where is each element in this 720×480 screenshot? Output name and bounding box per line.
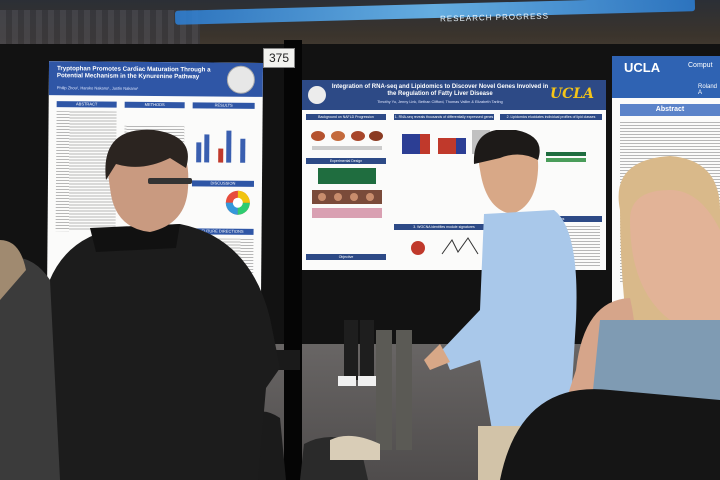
section-heading: RESULTS — [192, 102, 255, 109]
university-seal-icon — [226, 65, 256, 94]
attendee-black-jacket — [40, 129, 280, 480]
section-heading: ABSTRACT — [56, 101, 117, 108]
wgcna-module-figure — [411, 237, 479, 255]
pie-chart-figure — [225, 190, 250, 215]
poster-tryptophan: Tryptophan Promotes Cardiac Maturation T… — [46, 61, 264, 301]
section-heading: Objective — [306, 254, 386, 260]
experimental-design-figure — [312, 168, 382, 218]
poster-header: Tryptophan Promotes Cardiac Maturation T… — [48, 61, 264, 97]
poster-authors: Philip Zhou¹, Haruko Nakano¹, Justin Nak… — [56, 85, 139, 91]
board-number-tag: 375 — [263, 48, 295, 68]
poster-title: Tryptophan Promotes Cardiac Maturation T… — [56, 65, 211, 81]
section-heading: METHODS — [124, 101, 185, 109]
poster-authors: Timothy Yu, Jenny Link, Bethan Clifford,… — [377, 100, 503, 104]
poster-header: Integration of RNA-seq and Lipidomics to… — [302, 80, 606, 110]
section-heading: 1. RNA-seq reveals thousands of differen… — [394, 114, 494, 120]
section-heading: Abstract — [620, 104, 720, 116]
poster-title: Comput — [688, 62, 713, 69]
ucla-logo: UCLA — [549, 86, 594, 102]
attendee-blonde-woman — [500, 156, 720, 480]
poster-header: UCLA Comput Roland A — [612, 56, 720, 98]
liver-progression-figure — [311, 131, 383, 150]
section-heading: Background on NAFLD Progression — [306, 114, 386, 120]
section-heading: 3. WGCNA identifies module signatures — [394, 224, 494, 230]
bar-chart-figure — [196, 130, 246, 163]
section-heading: 2. Lipidomics elucidates individual prof… — [500, 114, 602, 120]
ucla-logo: UCLA — [624, 60, 661, 75]
poster-title: Integration of RNA-seq and Lipidomics to… — [331, 84, 549, 97]
attendee-left-edge — [0, 240, 60, 480]
university-seal-icon — [308, 86, 326, 104]
poster-authors: Roland A — [698, 84, 718, 96]
section-heading: Experimental Design — [306, 158, 386, 164]
